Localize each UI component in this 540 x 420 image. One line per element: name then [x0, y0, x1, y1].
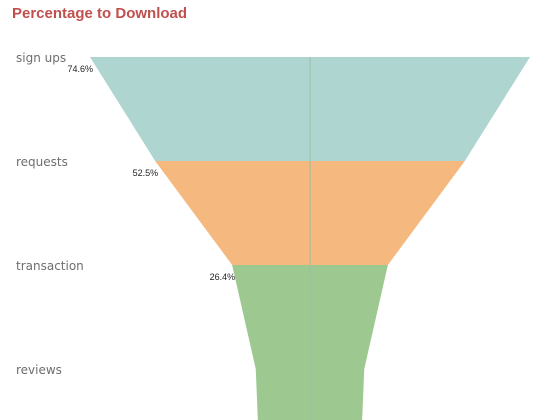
percentage-labels: 74.6%52.5%26.4%18.4% — [67, 64, 236, 282]
chart-title: Percentage to Download — [12, 5, 188, 22]
category-labels: sign ups requests transaction reviews — [16, 51, 84, 377]
percentage-label: 74.6% — [67, 64, 93, 74]
category-label: transaction — [16, 259, 84, 273]
category-label: requests — [16, 155, 68, 169]
percentage-label: 26.4% — [210, 272, 236, 282]
percentage-label: 52.5% — [133, 168, 159, 178]
category-label: sign ups — [16, 51, 66, 65]
category-label: reviews — [16, 363, 62, 377]
